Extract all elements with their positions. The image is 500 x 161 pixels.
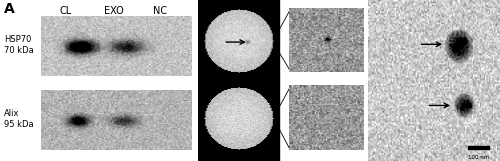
Text: B: B bbox=[199, 2, 210, 16]
Text: NC: NC bbox=[154, 6, 168, 16]
Text: A: A bbox=[4, 2, 15, 16]
Text: C: C bbox=[372, 2, 382, 16]
Text: CL: CL bbox=[60, 6, 72, 16]
Bar bbox=[198, 0, 279, 161]
Text: Alix
95 kDa: Alix 95 kDa bbox=[4, 109, 34, 129]
Text: HSP70
70 kDa: HSP70 70 kDa bbox=[4, 35, 34, 55]
Text: EXO: EXO bbox=[104, 6, 124, 16]
